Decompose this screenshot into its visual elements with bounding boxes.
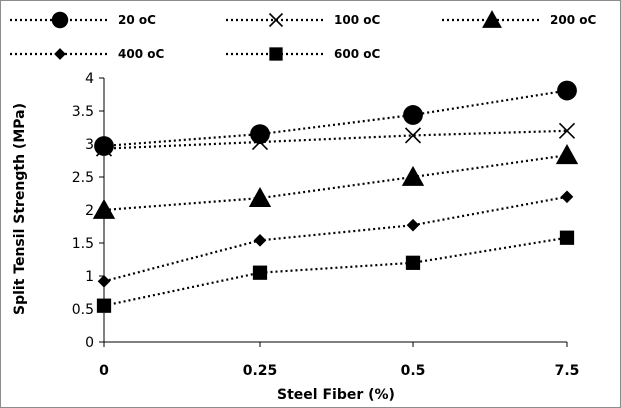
legend-entry: 400 oC [10,47,164,61]
data-point [555,144,579,165]
data-point [97,274,111,288]
legend-marker [269,47,283,61]
axes: 0 0.5 1 1.5 2 2.5 3 3.5 4 0 0.25 0.5 7.5 [72,71,580,379]
series-circle [94,80,577,156]
x-tick-label: 0.25 [243,363,278,379]
y-tick-label: 4 [85,71,94,87]
legend-entry: 100 oC [226,12,380,28]
legend-label: 600 oC [334,47,380,61]
data-point [94,136,114,156]
data-point [559,230,575,245]
y-tick-label: 0 [85,335,94,351]
legend-marker [51,11,69,29]
legend-entry: 600 oC [226,47,380,61]
series-triangle [92,144,579,219]
legend-entry: 200 oC [442,10,596,28]
data-point [250,124,270,144]
data-point [251,133,269,151]
data-point [405,255,421,270]
data-point [557,80,577,101]
data-point [248,186,272,208]
legend-marker [54,48,66,60]
series-line [103,236,568,307]
x-tick-label: 0.5 [401,363,426,379]
series-group [92,80,579,313]
y-tick-label: 1 [85,269,94,285]
y-axis-title: Split Tensil Strength (MPa) [12,103,28,315]
legend-label: 200 oC [550,13,596,27]
data-point [252,265,268,280]
data-point [404,127,422,144]
data-point [403,105,423,125]
y-tick-label: 3.5 [72,104,94,120]
data-point [560,190,574,204]
data-point [401,165,425,186]
data-point [406,218,420,232]
legend-label: 20 oC [118,13,156,27]
data-point [92,198,116,219]
y-tick-label: 3 [85,137,94,153]
data-point [558,122,576,139]
series-diamond [97,190,574,288]
series-square [96,230,575,313]
x-axis-title: Steel Fiber (%) [277,387,395,403]
y-tick-label: 2 [85,203,94,219]
series-line [103,195,568,283]
legend-marker [482,10,502,28]
data-point [253,234,267,247]
legend-label: 100 oC [334,13,380,27]
series-line [103,129,568,150]
x-tick-label: 7.5 [555,363,580,379]
series-line [103,154,568,212]
legend-marker [268,12,284,28]
legend: 20 oC 100 oC 200 oC 400 oC 600 oC [10,10,596,61]
data-point [95,140,113,157]
y-tick-label: 1.5 [72,236,94,252]
x-tick-label: 0 [99,363,109,379]
data-point [96,298,112,313]
y-tick-label: 0.5 [72,302,94,318]
legend-label: 400 oC [118,47,164,61]
legend-entry: 20 oC [10,11,156,29]
series-x [95,122,576,157]
y-tick-label: 2.5 [72,170,94,186]
